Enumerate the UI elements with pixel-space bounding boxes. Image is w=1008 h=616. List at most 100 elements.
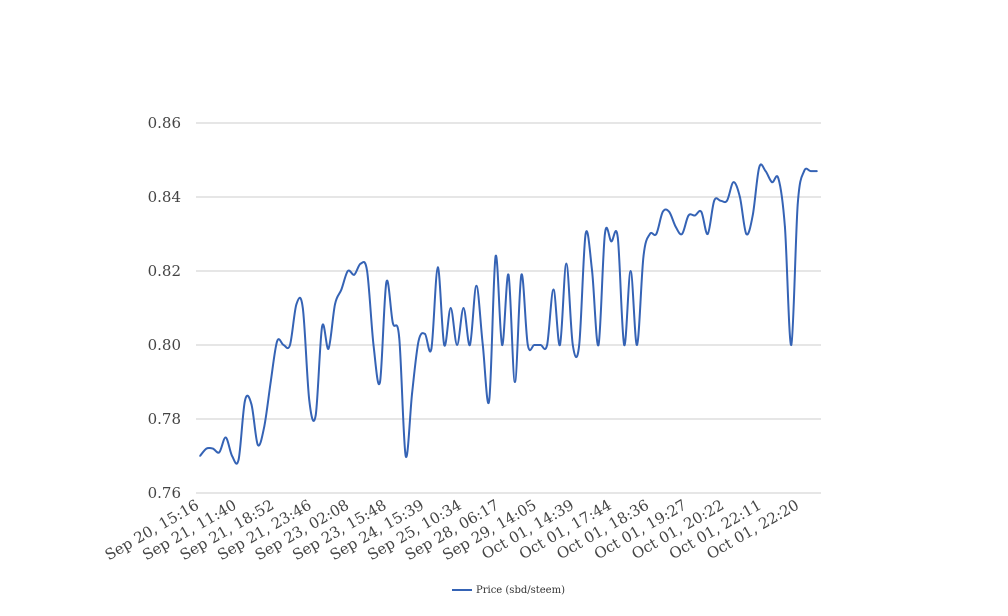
data-point [552,288,555,291]
data-point [796,203,799,206]
data-point [726,199,728,202]
data-point [803,170,805,172]
data-point [462,307,465,309]
data-point [816,170,818,172]
data-point [494,255,497,257]
data-point [334,303,336,306]
data-point [340,288,343,291]
data-point [642,255,645,257]
gridlines [196,122,821,494]
data-point [687,214,690,217]
data-point [417,340,420,343]
data-point [404,455,407,457]
data-point [674,225,677,228]
data-point [584,233,587,235]
y-tick-label: 0.86 [148,114,181,132]
data-point [790,344,793,346]
data-point [629,270,632,272]
data-point [533,344,535,346]
data-point [327,347,330,350]
data-point [308,399,311,402]
y-tick-label: 0.80 [148,336,181,354]
data-point [604,233,606,235]
data-point [366,270,368,272]
data-point [610,240,613,243]
data-point [437,266,439,269]
data-point [706,233,709,235]
data-point [591,270,593,272]
data-point [617,236,619,239]
data-point [784,225,786,228]
data-point [276,340,278,343]
legend: Price (sbd/steem) [452,585,565,596]
data-point [231,455,233,457]
data-point [655,233,658,235]
data-point [353,273,356,276]
data-point [771,181,773,183]
y-tick-label: 0.82 [148,262,181,280]
data-point [694,214,696,217]
data-point [244,399,246,402]
data-point [488,399,491,402]
data-point [411,392,413,394]
data-point [250,403,253,406]
data-point [565,262,568,265]
data-point [559,344,561,346]
data-point [649,233,651,235]
data-point [662,211,664,213]
data-point [289,344,291,346]
data-point [392,322,394,324]
data-point [237,458,240,461]
data-point [764,170,767,172]
data-point [482,344,484,346]
data-point [379,381,381,383]
data-point [539,344,542,346]
data-point [456,344,458,346]
data-point [224,436,227,439]
data-point [501,344,503,346]
data-point [469,344,471,346]
data-point [443,344,446,346]
data-point [514,381,516,383]
data-point [739,196,741,198]
data-point [507,273,510,276]
data-point [578,344,580,346]
data-point [212,447,214,450]
y-axis-tick-labels: 0.76 0.78 0.80 0.82 0.84 0.86 [148,114,181,502]
data-point [205,447,208,450]
data-point [732,181,735,183]
data-point [572,344,574,346]
data-point [295,303,298,306]
data-point [282,344,285,346]
data-point [713,199,715,202]
data-point [257,444,259,446]
data-point [527,344,529,346]
data-point [263,425,266,428]
data-point [700,211,703,213]
data-point [681,233,683,235]
series-layer [199,163,818,465]
data-point [623,344,625,346]
data-point [424,333,426,335]
y-tick-label: 0.84 [148,188,181,206]
data-point [520,273,523,276]
data-point [546,344,548,346]
data-point [372,344,375,346]
data-point [719,199,722,202]
legend-label: Price (sbd/steem) [476,585,565,596]
data-point [475,285,478,287]
data-point [302,307,304,309]
data-point [359,262,362,265]
data-point [314,414,317,417]
data-point [218,451,221,454]
y-tick-label: 0.76 [148,484,181,502]
data-point [385,281,388,283]
data-point [347,270,349,272]
data-point [430,347,433,350]
data-point [636,344,638,346]
y-tick-label: 0.78 [148,410,181,428]
data-point [809,170,812,172]
data-point [449,307,452,309]
